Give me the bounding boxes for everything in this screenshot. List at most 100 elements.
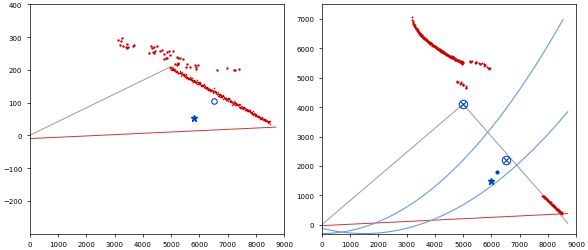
Point [113,39,123,43]
Point [239,106,249,110]
Point [415,33,424,37]
Point [413,29,423,33]
Point [181,73,190,77]
Point [177,73,186,77]
Point [435,49,444,53]
Point [456,81,466,85]
Point [214,92,223,96]
Point [425,41,435,45]
Point [251,113,260,117]
Point [205,89,214,93]
Point [449,58,459,62]
Point [435,48,444,52]
Point [263,121,273,125]
Point [555,210,564,214]
Point [412,28,421,32]
Point [456,83,465,87]
Point [230,102,239,106]
Point [199,85,209,89]
Point [192,81,202,85]
Point [541,196,550,200]
Point [412,28,421,32]
Point [417,35,427,39]
Point [544,200,554,204]
Point [429,45,439,49]
Point [429,45,439,49]
Point [544,199,553,203]
Point [149,52,158,56]
Point [255,116,265,119]
Point [440,52,449,56]
Point [455,61,465,65]
Point [261,119,270,123]
Point [449,57,458,61]
Point [432,47,441,51]
Point [196,84,206,88]
Point [551,206,560,210]
Point [484,66,493,70]
Point [423,40,433,44]
Point [410,26,419,30]
Point [176,72,185,76]
Point [457,60,466,64]
Point [178,73,188,77]
Point [428,44,437,48]
Point [423,41,433,45]
Point [239,106,248,110]
Point [186,78,196,82]
Point [485,67,494,71]
Point [222,98,232,102]
Point [252,113,261,117]
Point [182,66,191,70]
Point [222,98,231,102]
Point [430,44,439,48]
Point [433,48,443,52]
Point [446,55,455,59]
Point [226,98,235,102]
Point [248,110,258,114]
Point [203,86,213,90]
Point [440,52,450,56]
Point [429,44,438,48]
Point [246,110,255,114]
Point [413,30,422,34]
Point [168,67,178,71]
Point [179,73,189,77]
Point [178,71,187,75]
Point [221,96,230,100]
Point [422,40,431,44]
Point [151,50,160,54]
Point [223,98,233,102]
Point [539,194,548,198]
Point [425,42,434,46]
Point [435,48,445,52]
Point [438,50,447,54]
Point [411,27,420,31]
Point [193,82,202,86]
Point [198,84,207,88]
Point [148,51,158,55]
Point [253,115,263,119]
Point [412,28,422,32]
Point [548,203,557,207]
Point [258,118,268,122]
Point [229,68,239,72]
Point [243,110,252,114]
Point [420,38,430,42]
Point [203,88,213,92]
Point [443,54,452,58]
Point [557,211,566,215]
Point [458,84,467,87]
Point [550,205,560,209]
Point [439,51,449,55]
Point [430,46,440,50]
Point [236,104,245,108]
Point [182,73,191,77]
Point [408,21,417,25]
Point [165,50,174,54]
Point [222,98,232,102]
Point [439,52,448,56]
Point [539,194,549,198]
Point [186,79,196,83]
Point [175,72,184,76]
